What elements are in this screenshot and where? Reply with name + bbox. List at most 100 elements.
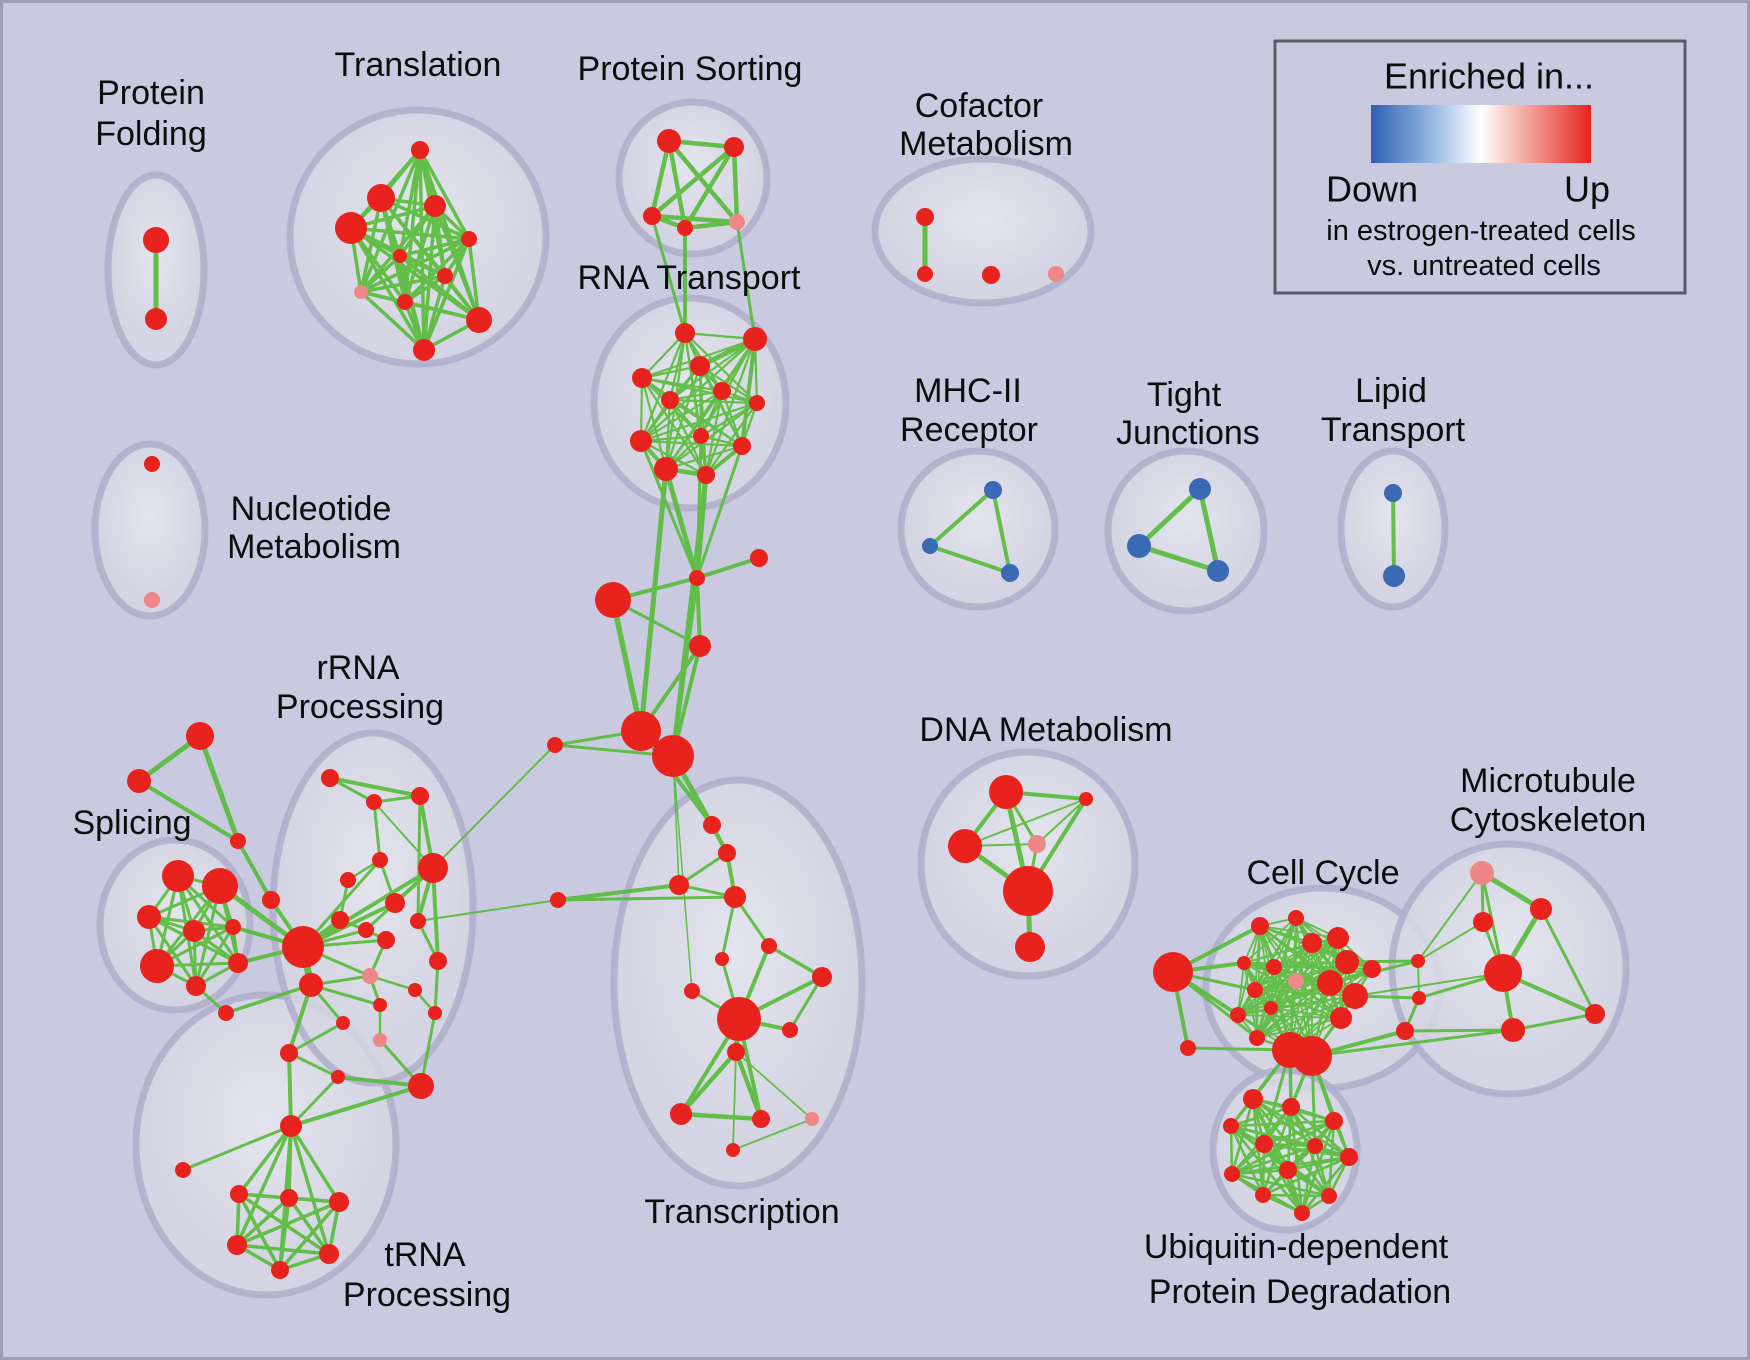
- edge-mh2-mh3: [928, 544, 1012, 575]
- gene-set-node-tr11: [413, 339, 435, 361]
- gene-set-node-tn7: [271, 1261, 289, 1279]
- edge-rt4-rt7: [640, 376, 759, 405]
- edge-ub7-ub10: [1261, 1155, 1351, 1197]
- gene-set-node-tc13: [752, 1110, 770, 1128]
- gene-set-node-tc14: [805, 1112, 819, 1126]
- gene-set-node-cc17: [1180, 1040, 1196, 1056]
- edge-tj2-tj3: [1136, 543, 1221, 574]
- gene-set-node-cc10: [1317, 970, 1343, 996]
- gene-set-node-j3: [595, 582, 631, 618]
- edge-ps5-rt2: [735, 220, 757, 341]
- edge-rt1-rt4: [640, 331, 687, 380]
- edge-tr4-tr8: [359, 204, 437, 294]
- edge-sp9-rh2: [224, 983, 313, 1015]
- gene-set-node-sp9: [218, 1005, 234, 1021]
- gene-set-node-pf2: [145, 308, 167, 330]
- gene-set-node-rr0: [262, 891, 280, 909]
- gene-set-node-cc4: [1327, 927, 1349, 949]
- gene-set-node-rr3: [411, 787, 429, 805]
- gene-set-node-rr13: [362, 968, 378, 984]
- gene-set-node-rr15: [408, 983, 422, 997]
- edge-tj1-tj2: [1136, 486, 1203, 549]
- gene-set-node-rt4: [632, 368, 652, 388]
- edge-tr7-tr8: [359, 274, 447, 294]
- edge-ps1-ps5: [666, 138, 740, 225]
- gene-set-node-tj2: [1127, 534, 1151, 558]
- gene-set-node-rr2: [366, 794, 382, 810]
- cluster-mhc-ii-receptor-label-1: Receptor: [900, 411, 1038, 449]
- edge-ps1-ps4: [666, 138, 688, 231]
- edge-tr5-tr6: [398, 237, 471, 258]
- gene-set-node-cc1: [1251, 917, 1269, 935]
- legend-up-label: Up: [1564, 169, 1610, 210]
- legend-box: [1273, 39, 1687, 295]
- gene-set-node-tr2: [367, 184, 395, 212]
- gene-set-node-ub7: [1340, 1148, 1358, 1166]
- gene-set-node-tc11: [782, 1022, 798, 1038]
- legend-caption-line1: in estrogen-treated cells: [1326, 215, 1636, 247]
- cluster-lipid-transport-label-0: Lipid: [1355, 372, 1427, 410]
- edge-tn4-tn7: [278, 1200, 341, 1272]
- edge-x2-x3: [137, 779, 240, 843]
- edge-tc12-tc13: [678, 1111, 764, 1122]
- edge-ub6-ub8: [1230, 1144, 1317, 1176]
- gene-set-node-ub2: [1282, 1098, 1300, 1116]
- gene-set-node-cc2: [1288, 910, 1304, 926]
- gene-set-node-tr1: [411, 141, 429, 159]
- gene-set-node-sp5: [225, 919, 241, 935]
- edge-rr3-rr11: [416, 794, 422, 923]
- cluster-splicing-label-0: Splicing: [72, 804, 191, 842]
- gene-set-node-rt10: [733, 437, 751, 455]
- gene-set-node-tc15: [726, 1143, 740, 1157]
- cluster-mhc-ii-receptor-label-0: MHC-II: [914, 372, 1022, 410]
- gene-set-node-tc6: [715, 952, 729, 966]
- gene-set-node-tc3: [669, 875, 689, 895]
- edge-dm2-dm4: [1036, 798, 1087, 845]
- gene-set-node-rr5: [340, 872, 356, 888]
- edge-rt7-rt12: [704, 401, 759, 477]
- gene-set-node-tr8: [354, 285, 368, 299]
- edge-rr2-rr4: [372, 800, 382, 862]
- edge-lt1-lt2: [1391, 491, 1396, 578]
- gene-set-node-lt1: [1384, 484, 1402, 502]
- edge-j6-tc4: [556, 895, 737, 902]
- edge-rt10-rt11: [664, 444, 744, 471]
- gene-set-node-sp1: [162, 860, 194, 892]
- gene-set-node-rt7: [749, 395, 765, 411]
- gene-set-node-tr9: [397, 294, 413, 310]
- gene-set-node-tc1: [703, 816, 721, 834]
- edge-rt10-j1: [695, 444, 744, 580]
- edge-rt11-t1: [638, 466, 669, 734]
- gene-set-node-rt3: [690, 356, 710, 376]
- cluster-protein-folding-label-0: Protein: [97, 74, 205, 112]
- gene-set-node-tn6: [319, 1244, 339, 1264]
- edge-tj1-tj3: [1197, 486, 1221, 574]
- gene-set-node-rr20: [331, 1070, 345, 1084]
- edge-ub3-ub5: [1262, 1119, 1336, 1146]
- edge-ub7-ub12: [1300, 1155, 1351, 1215]
- edge-tc10-tc14: [735, 1051, 813, 1120]
- edge-mt5-mt6: [1511, 1012, 1597, 1032]
- gene-set-node-sp8: [228, 953, 248, 973]
- edge-tn2-tn7: [237, 1192, 282, 1272]
- gene-set-node-dm1: [989, 775, 1023, 809]
- gene-set-node-rt8: [693, 428, 709, 444]
- edge-tr8-tr11: [359, 290, 426, 352]
- gene-set-node-rr6: [418, 853, 448, 883]
- edge-rr6-rr12: [431, 866, 440, 963]
- gene-set-node-j6: [550, 892, 566, 908]
- edge-tn5-tn6: [235, 1243, 331, 1256]
- cluster-transcription-label-0: Transcription: [644, 1193, 839, 1231]
- edge-rr20-rr21: [336, 1075, 423, 1088]
- cluster-nucleotide-metabolism-label-1: Metabolism: [227, 528, 401, 566]
- cluster-cofactor-metabolism-label-1: Metabolism: [899, 125, 1073, 163]
- edge-ub5-ub12: [1262, 1142, 1304, 1215]
- gene-set-node-dm6: [1015, 932, 1045, 962]
- edge-j1-j2: [695, 556, 761, 580]
- edge-rt2-rt12: [704, 337, 757, 477]
- edge-tr6-tr10: [398, 254, 481, 322]
- gene-set-node-cc14: [1342, 983, 1368, 1009]
- legend-gradient-bar: [1371, 105, 1591, 163]
- gene-set-node-mh3: [1001, 564, 1019, 582]
- gene-set-node-tj1: [1189, 478, 1211, 500]
